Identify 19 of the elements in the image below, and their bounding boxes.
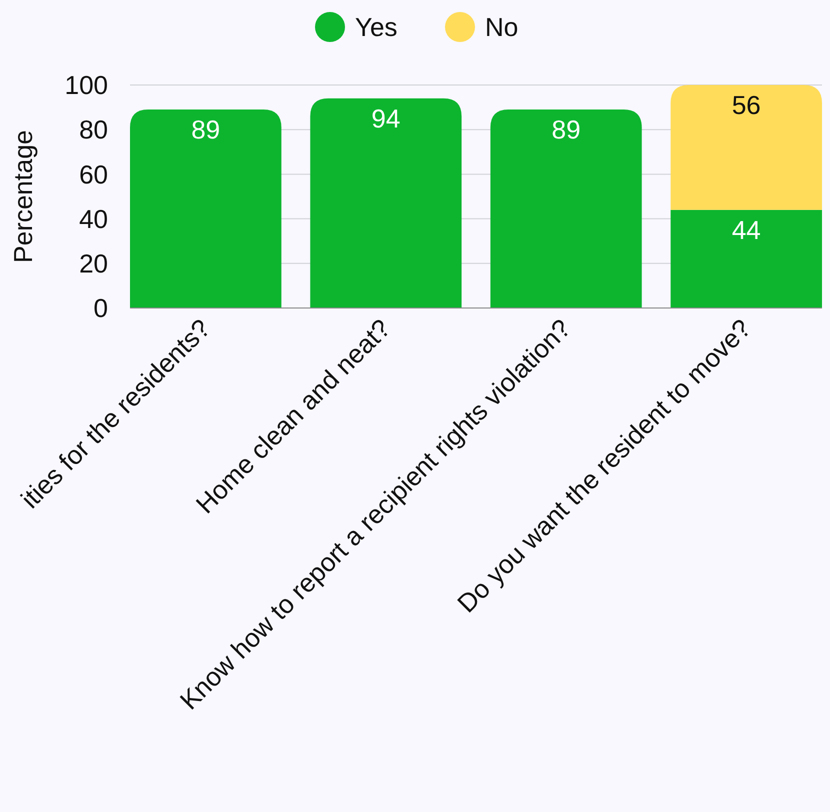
- y-tick-label: 60: [79, 159, 108, 190]
- data-label: 56: [732, 90, 761, 120]
- y-tick-label: 100: [64, 70, 108, 100]
- data-label: 94: [371, 103, 400, 134]
- legend-label: No: [485, 12, 518, 42]
- data-label: 89: [552, 114, 581, 145]
- y-axis-title: Percentage: [8, 130, 38, 263]
- bar: [670, 85, 822, 210]
- data-label: 44: [732, 214, 761, 245]
- y-tick-label: 20: [79, 248, 108, 278]
- y-tick-label: 0: [94, 293, 108, 324]
- bar: [310, 98, 462, 308]
- bar: [490, 110, 642, 308]
- bar: [130, 110, 282, 308]
- y-tick-label: 80: [79, 114, 108, 145]
- legend-label: Yes: [355, 12, 398, 42]
- bar: [670, 210, 822, 308]
- data-label: 89: [191, 114, 220, 145]
- y-tick-label: 40: [79, 204, 108, 234]
